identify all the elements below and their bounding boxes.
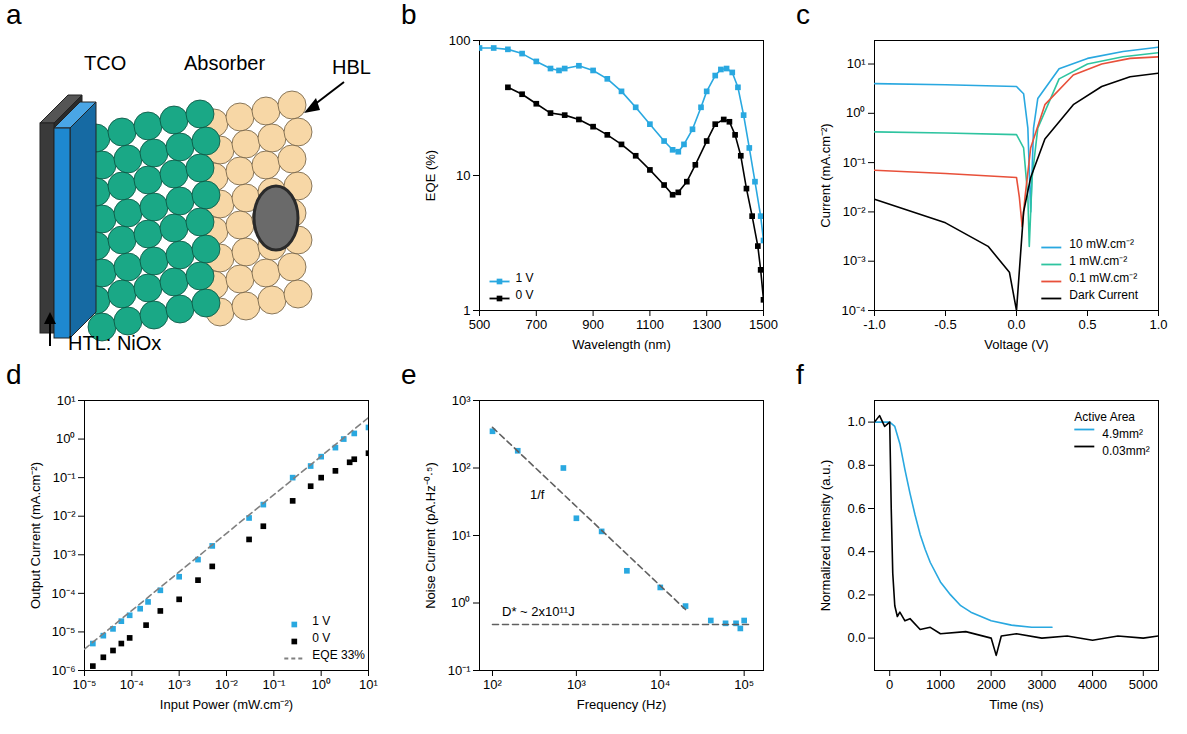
svg-text:Normalized Intensity (a.u.): Normalized Intensity (a.u.) xyxy=(818,460,833,612)
svg-text:0.1 mW.cm⁻²: 0.1 mW.cm⁻² xyxy=(1069,271,1137,285)
html-text:c: c xyxy=(796,0,810,30)
svg-text:0.2: 0.2 xyxy=(847,587,865,602)
svg-text:10⁰: 10⁰ xyxy=(846,105,865,120)
svg-text:EQE (%): EQE (%) xyxy=(423,150,438,201)
svg-text:10¹: 10¹ xyxy=(359,677,378,692)
svg-text:10⁻⁶: 10⁻⁶ xyxy=(52,663,76,678)
svg-text:0.0: 0.0 xyxy=(847,630,865,645)
svg-text:HTL: NiOx: HTL: NiOx xyxy=(68,332,161,354)
svg-text:0: 0 xyxy=(886,677,893,692)
svg-text:10⁻¹: 10⁻¹ xyxy=(448,663,471,678)
svg-text:10⁻³: 10⁻³ xyxy=(168,677,191,692)
svg-text:5000: 5000 xyxy=(1129,677,1158,692)
svg-text:Absorber: Absorber xyxy=(184,52,265,74)
svg-text:Current (mA.cm⁻²): Current (mA.cm⁻²) xyxy=(818,123,833,227)
svg-text:3000: 3000 xyxy=(1027,677,1056,692)
svg-text:1100: 1100 xyxy=(636,317,664,332)
svg-text:Wavelength (nm): Wavelength (nm) xyxy=(572,337,671,352)
svg-text:10⁻²: 10⁻² xyxy=(843,204,866,219)
svg-text:10³: 10³ xyxy=(567,677,586,692)
svg-text:Output Current (mA.cm⁻²): Output Current (mA.cm⁻²) xyxy=(28,462,43,609)
svg-text:10⁴: 10⁴ xyxy=(650,677,670,692)
svg-text:-1.0: -1.0 xyxy=(863,317,885,332)
html-text:a: a xyxy=(6,0,22,30)
svg-text:4.9mm²: 4.9mm² xyxy=(1102,427,1143,441)
svg-text:10²: 10² xyxy=(483,677,502,692)
svg-text:HBL: HBL xyxy=(332,56,371,78)
svg-text:EQE 33%: EQE 33% xyxy=(312,648,365,662)
svg-text:10¹: 10¹ xyxy=(452,528,471,543)
svg-text:10⁻³: 10⁻³ xyxy=(53,547,76,562)
svg-text:4000: 4000 xyxy=(1078,677,1107,692)
svg-text:0.03mm²: 0.03mm² xyxy=(1102,444,1149,458)
svg-text:900: 900 xyxy=(582,317,604,332)
svg-text:Voltage (V): Voltage (V) xyxy=(984,337,1048,352)
svg-text:Input Power (mW.cm⁻²): Input Power (mW.cm⁻²) xyxy=(160,697,293,712)
svg-text:10: 10 xyxy=(456,168,470,183)
svg-text:10⁻⁴: 10⁻⁴ xyxy=(120,677,144,692)
html-text:d: d xyxy=(6,359,22,390)
svg-text:2000: 2000 xyxy=(977,677,1006,692)
svg-text:10⁻¹: 10⁻¹ xyxy=(53,470,76,485)
svg-text:1000: 1000 xyxy=(926,677,955,692)
svg-text:1300: 1300 xyxy=(692,317,721,332)
svg-text:10⁻⁵: 10⁻⁵ xyxy=(52,624,76,639)
html-text:e: e xyxy=(401,359,417,390)
svg-text:10⁻¹: 10⁻¹ xyxy=(843,155,866,170)
svg-text:10⁻¹: 10⁻¹ xyxy=(262,677,285,692)
html-text:f: f xyxy=(796,359,804,390)
svg-text:0.4: 0.4 xyxy=(847,544,865,559)
svg-text:10⁻³: 10⁻³ xyxy=(843,253,866,268)
svg-text:1.0: 1.0 xyxy=(1149,317,1167,332)
svg-text:10²: 10² xyxy=(452,460,471,475)
svg-text:0 V: 0 V xyxy=(312,631,330,645)
svg-text:10⁰: 10⁰ xyxy=(56,431,75,446)
svg-text:10³: 10³ xyxy=(452,393,471,408)
svg-text:0.6: 0.6 xyxy=(847,501,865,516)
svg-text:10¹: 10¹ xyxy=(847,56,866,71)
svg-text:10⁻²: 10⁻² xyxy=(53,508,76,523)
svg-text:1 mW.cm⁻²: 1 mW.cm⁻² xyxy=(1069,254,1127,268)
svg-text:0.8: 0.8 xyxy=(847,457,865,472)
svg-text:TCO: TCO xyxy=(84,52,126,74)
svg-text:10 mW.cm⁻²: 10 mW.cm⁻² xyxy=(1069,237,1134,251)
svg-text:Active Area: Active Area xyxy=(1074,410,1135,424)
svg-text:1.0: 1.0 xyxy=(847,414,865,429)
svg-text:10⁻²: 10⁻² xyxy=(215,677,238,692)
svg-text:10⁰: 10⁰ xyxy=(311,677,330,692)
svg-text:500: 500 xyxy=(469,317,491,332)
svg-text:Noise Current (pA.Hz⁻⁰·⁵): Noise Current (pA.Hz⁻⁰·⁵) xyxy=(423,462,438,609)
svg-text:1/f: 1/f xyxy=(530,487,545,502)
svg-text:0.0: 0.0 xyxy=(1007,317,1025,332)
svg-text:10¹: 10¹ xyxy=(57,393,76,408)
svg-text:10⁰: 10⁰ xyxy=(451,595,470,610)
svg-text:10⁻⁴: 10⁻⁴ xyxy=(841,303,865,318)
svg-text:Frequency (Hz): Frequency (Hz) xyxy=(577,697,667,712)
svg-text:Dark Current: Dark Current xyxy=(1069,288,1138,302)
svg-text:100: 100 xyxy=(449,33,471,48)
svg-text:1500: 1500 xyxy=(749,317,778,332)
svg-text:10⁻⁴: 10⁻⁴ xyxy=(51,586,75,601)
html-text:b: b xyxy=(401,0,417,30)
svg-text:10⁻⁵: 10⁻⁵ xyxy=(73,677,97,692)
svg-text:-0.5: -0.5 xyxy=(934,317,956,332)
svg-text:0.5: 0.5 xyxy=(1078,317,1096,332)
svg-text:700: 700 xyxy=(525,317,547,332)
svg-text:1: 1 xyxy=(463,303,470,318)
svg-text:Time (ns): Time (ns) xyxy=(989,697,1043,712)
svg-text:0 V: 0 V xyxy=(516,288,534,302)
svg-text:1 V: 1 V xyxy=(312,614,330,628)
svg-text:1 V: 1 V xyxy=(516,271,534,285)
svg-text:10⁵: 10⁵ xyxy=(734,677,754,692)
svg-text:D* ~ 2x10¹¹J: D* ~ 2x10¹¹J xyxy=(502,604,575,619)
